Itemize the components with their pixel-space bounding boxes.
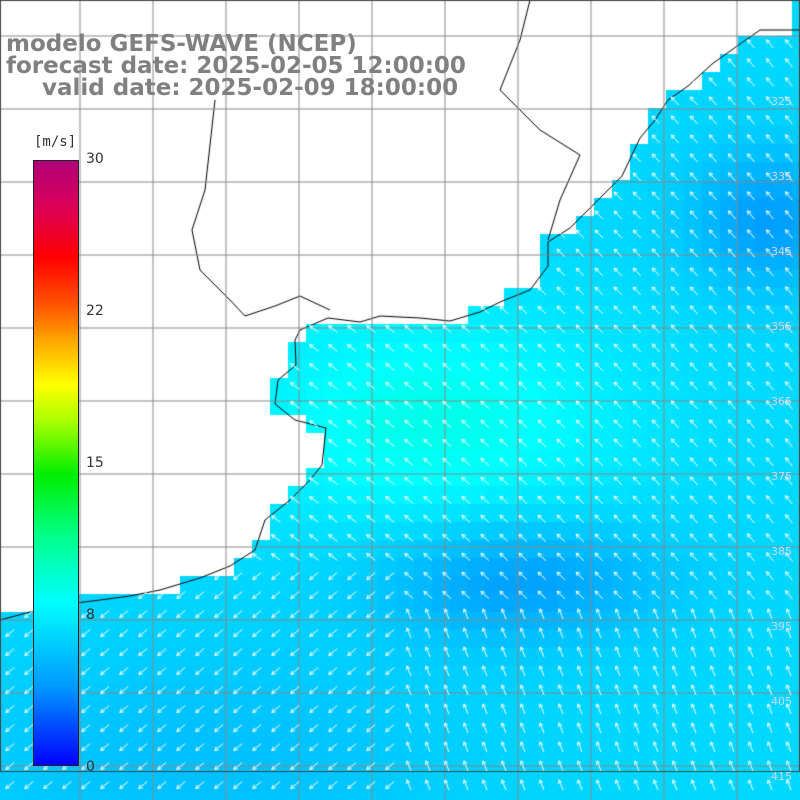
right-axis-label: 335 [771,170,792,183]
right-axis-label: 375 [771,470,792,483]
valid-date: valid date: 2025-02-09 18:00:00 [42,75,459,101]
colorbar-tick-0: 0 [86,759,95,775]
right-axis-label: 385 [771,545,792,558]
right-axis-label: 395 [771,620,792,633]
colorbar-tick-22: 22 [86,303,104,319]
forecast-date: forecast date: 2025-02-05 12:00:00 [6,53,466,79]
colorbar-tick-30: 30 [86,151,104,167]
colorbar-tick-8: 8 [86,607,95,623]
colorbar-unit-label: [m/s] [34,134,77,150]
right-axis-label: 415 [771,770,792,783]
model-title: modelo GEFS-WAVE (NCEP) [6,31,357,57]
right-axis-label: 355 [771,320,792,333]
right-axis-label: 405 [771,695,792,708]
right-axis-label: 325 [771,95,792,108]
colorbar [33,160,79,766]
right-axis-label: 365 [771,395,792,408]
right-axis-label: 345 [771,245,792,258]
colorbar-tick-15: 15 [86,455,104,471]
